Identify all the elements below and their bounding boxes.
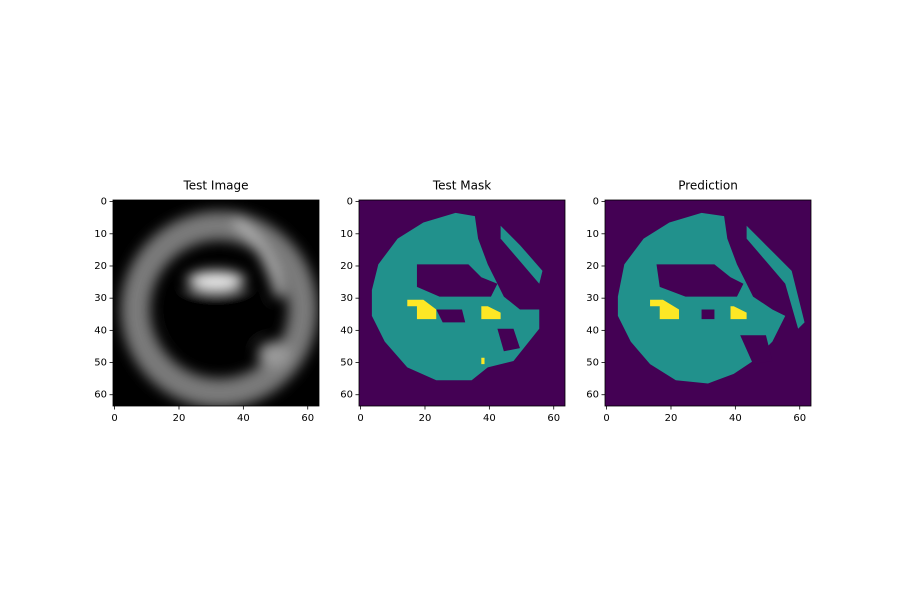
y-tick-label: 20 xyxy=(340,261,353,272)
x-tick-label: 0 xyxy=(603,413,609,424)
y-tick-label: 60 xyxy=(586,390,599,401)
panel-title: Test Image xyxy=(182,179,248,193)
y-tick-label: 40 xyxy=(94,325,107,336)
x-tick-label: 40 xyxy=(729,413,742,424)
x-tick-label: 20 xyxy=(665,413,678,424)
y-tick-label: 0 xyxy=(347,197,353,208)
x-tick-label: 20 xyxy=(173,413,186,424)
x-tick-label: 20 xyxy=(419,413,432,424)
axes-frame xyxy=(112,199,320,407)
y-tick-label: 60 xyxy=(340,390,353,401)
panel-title: Test Mask xyxy=(432,179,491,193)
y-tick-label: 0 xyxy=(101,197,107,208)
axes-frame xyxy=(358,199,566,407)
panel-title: Prediction xyxy=(678,179,738,193)
y-tick-label: 30 xyxy=(94,293,107,304)
test-mask-image xyxy=(359,200,565,406)
y-tick-label: 10 xyxy=(94,229,107,240)
y-tick-label: 20 xyxy=(586,261,599,272)
x-tick-label: 60 xyxy=(793,413,806,424)
y-tick-label: 10 xyxy=(340,229,353,240)
axes-frame xyxy=(604,199,812,407)
y-tick-label: 50 xyxy=(340,358,353,369)
y-tick-label: 30 xyxy=(586,293,599,304)
y-tick-label: 20 xyxy=(94,261,107,272)
y-tick-label: 50 xyxy=(586,358,599,369)
x-tick-label: 40 xyxy=(237,413,250,424)
y-tick-label: 0 xyxy=(593,197,599,208)
y-tick-label: 10 xyxy=(586,229,599,240)
x-tick-label: 60 xyxy=(301,413,314,424)
y-tick-label: 60 xyxy=(94,390,107,401)
x-tick-label: 60 xyxy=(547,413,560,424)
y-tick-label: 50 xyxy=(94,358,107,369)
test-image xyxy=(113,200,319,406)
x-tick-label: 0 xyxy=(111,413,117,424)
y-tick-label: 40 xyxy=(586,325,599,336)
y-tick-label: 40 xyxy=(340,325,353,336)
x-tick-label: 0 xyxy=(357,413,363,424)
y-tick-label: 30 xyxy=(340,293,353,304)
x-tick-label: 40 xyxy=(483,413,496,424)
prediction-image xyxy=(605,200,811,406)
